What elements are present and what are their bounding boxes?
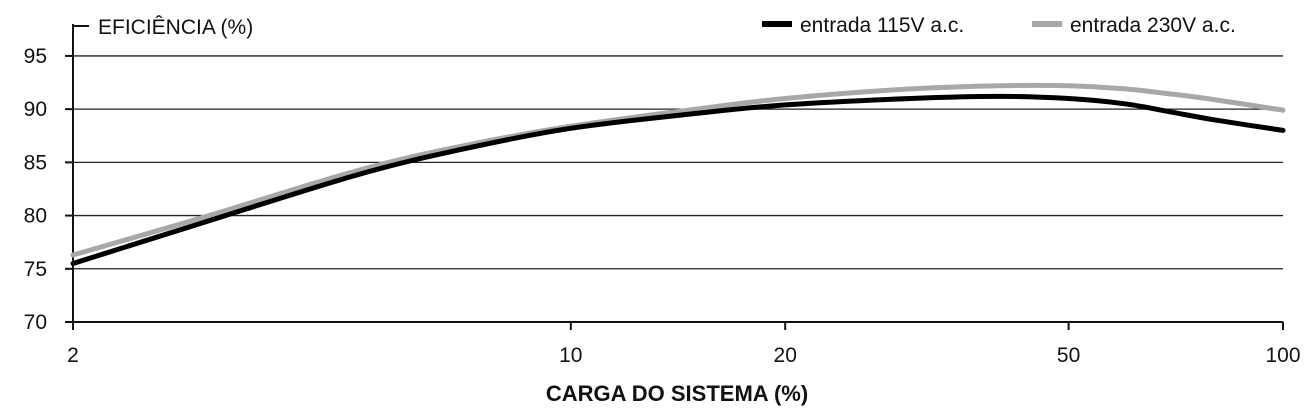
x-axis-label: CARGA DO SISTEMA (%) xyxy=(546,381,808,406)
tick-labels: 70 75 80 85 90 95 2 10 20 50 100 xyxy=(24,45,1301,367)
x-tick-label-100: 100 xyxy=(1265,344,1300,367)
legend-label-2: entrada 230V a.c. xyxy=(1070,14,1236,37)
series-lines xyxy=(70,82,1286,266)
y-tick-label-85: 85 xyxy=(24,151,47,174)
y-tick-label-95: 95 xyxy=(24,45,47,68)
y-tick-label-70: 70 xyxy=(24,311,47,334)
x-tick-label-50: 50 xyxy=(1057,344,1080,367)
series-line-2 xyxy=(70,82,1286,258)
x-tick-label-10: 10 xyxy=(559,344,582,367)
axes xyxy=(65,24,1284,330)
x-tick-label-20: 20 xyxy=(774,344,797,367)
gridlines xyxy=(73,55,1283,270)
y-tick-label-75: 75 xyxy=(24,258,47,281)
chart-title: EFICIÊNCIA (%) xyxy=(98,16,253,39)
y-tick-label-90: 90 xyxy=(24,98,47,121)
legend-label-1: entrada 115V a.c. xyxy=(800,14,964,37)
legend: entrada 115V a.c. entrada 230V a.c. xyxy=(762,14,1236,37)
y-tick-label-80: 80 xyxy=(24,205,47,228)
series-line-1 xyxy=(70,93,1286,266)
x-tick-label-2: 2 xyxy=(67,344,79,367)
